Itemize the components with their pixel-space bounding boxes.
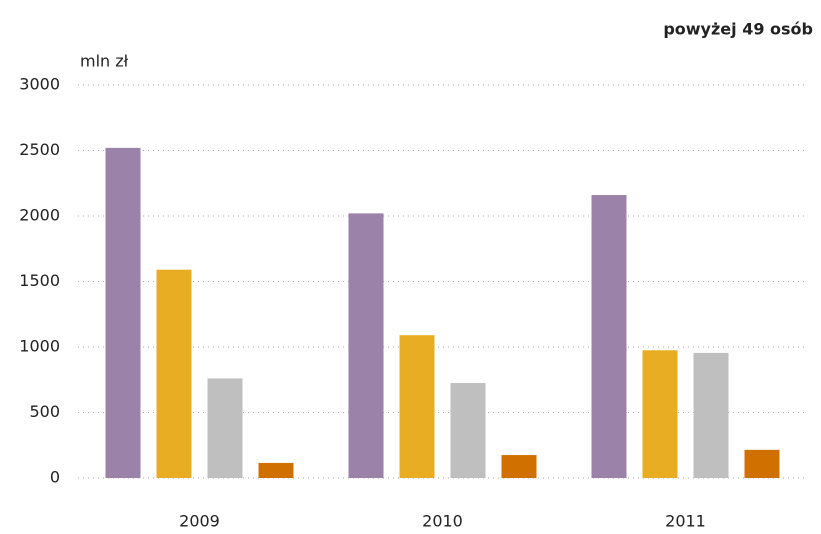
y-tick-label: 3000 bbox=[19, 75, 60, 94]
y-tick-label: 1500 bbox=[19, 271, 60, 290]
bar bbox=[501, 455, 537, 478]
bar bbox=[642, 350, 678, 478]
chart-title: powyżej 49 osób bbox=[663, 20, 813, 39]
bar bbox=[450, 383, 486, 478]
bar bbox=[693, 352, 729, 478]
y-tick-label: 1000 bbox=[19, 337, 60, 356]
x-tick-label: 2011 bbox=[665, 512, 706, 531]
bar bbox=[156, 269, 192, 478]
bar bbox=[348, 213, 384, 478]
bar bbox=[744, 449, 780, 478]
y-tick-label: 2500 bbox=[19, 140, 60, 159]
bar bbox=[258, 462, 294, 478]
x-tick-label: 2009 bbox=[179, 512, 220, 531]
y-axis-label: mln zł bbox=[80, 52, 129, 71]
x-tick-label: 2010 bbox=[422, 512, 463, 531]
bar bbox=[207, 378, 243, 478]
bar bbox=[105, 147, 141, 478]
y-tick-label: 2000 bbox=[19, 206, 60, 225]
bar bbox=[399, 335, 435, 478]
y-tick-label: 500 bbox=[29, 402, 60, 421]
bar bbox=[591, 195, 627, 479]
y-tick-label: 0 bbox=[50, 468, 60, 487]
